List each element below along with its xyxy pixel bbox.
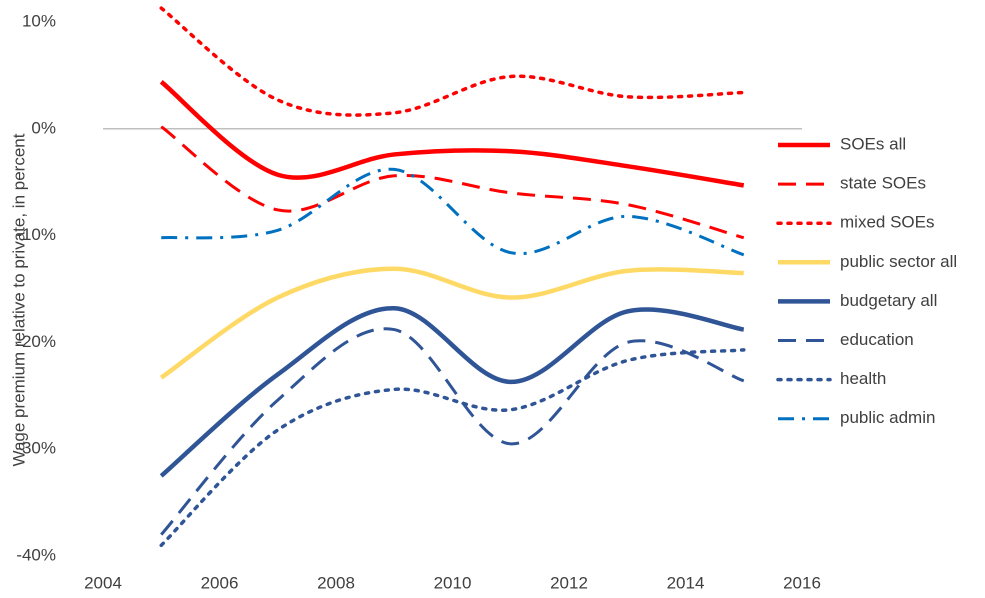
legend-label: health [840, 369, 886, 388]
y-tick-label: -30% [16, 439, 56, 458]
x-tick-label: 2012 [550, 573, 588, 592]
legend-label: SOEs all [840, 134, 906, 153]
legend-label: education [840, 330, 914, 349]
series-line [161, 167, 745, 257]
series-line [159, 80, 745, 188]
legend-label: budgetary all [840, 291, 937, 310]
x-tick-label: 2010 [434, 573, 472, 592]
y-tick-label: -10% [16, 225, 56, 244]
y-tick-label: 0% [31, 118, 56, 137]
series-line [160, 327, 745, 536]
series-line [159, 266, 744, 380]
x-tick-label: 2004 [84, 573, 122, 592]
legend-label: public sector all [840, 252, 957, 271]
legend-label: state SOEs [840, 174, 926, 193]
legend-label: public admin [840, 408, 935, 427]
series-line [159, 348, 746, 548]
series-line [160, 125, 745, 240]
x-tick-label: 2014 [667, 573, 705, 592]
y-axis-label: Wage premium relative to private, in per… [9, 133, 28, 466]
y-tick-label: -20% [16, 332, 56, 351]
x-tick-label: 2008 [317, 573, 355, 592]
y-tick-label: 10% [22, 11, 56, 30]
series-line [159, 305, 745, 478]
y-tick-label: -40% [16, 545, 56, 564]
series-line [159, 6, 746, 117]
x-tick-label: 2006 [201, 573, 239, 592]
legend-label: mixed SOEs [840, 213, 934, 232]
x-tick-label: 2016 [783, 573, 821, 592]
